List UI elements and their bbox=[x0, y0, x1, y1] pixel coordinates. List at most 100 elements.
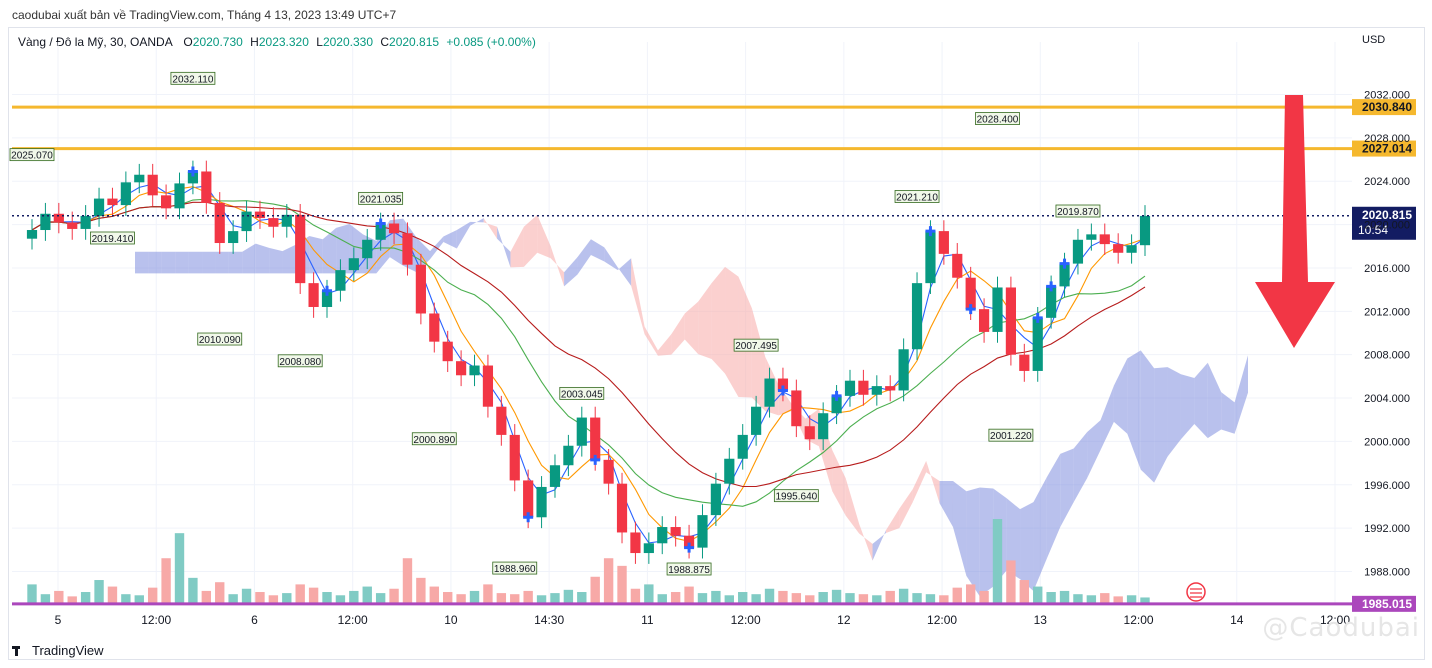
y-tick-label: 2024.000 bbox=[1364, 176, 1410, 188]
cloud-segment bbox=[939, 480, 953, 528]
volume-bar bbox=[1019, 580, 1030, 604]
cloud-segment bbox=[416, 237, 431, 273]
price-callout-box bbox=[666, 562, 712, 576]
signal-cross-marker bbox=[684, 542, 695, 553]
volume-bar bbox=[496, 593, 507, 604]
candle-body bbox=[214, 202, 225, 244]
volume-bar bbox=[657, 594, 667, 604]
cloud-segment bbox=[1033, 477, 1047, 591]
volume-bar bbox=[375, 593, 386, 604]
chart-frame[interactable] bbox=[8, 27, 1425, 660]
volume-bar bbox=[617, 565, 627, 604]
y-tick-label: 1996.000 bbox=[1364, 480, 1410, 492]
volume-bar bbox=[282, 593, 292, 604]
cloud-segment bbox=[738, 276, 752, 398]
cloud-segment bbox=[577, 239, 591, 275]
y-tick-label: 2000.000 bbox=[1364, 436, 1410, 448]
tradingview-brand[interactable]: TradingView bbox=[12, 643, 104, 658]
volume-bar bbox=[577, 592, 587, 604]
cloud-segment bbox=[899, 489, 913, 529]
volume-bar bbox=[872, 595, 882, 604]
x-tick-label: 5 bbox=[55, 613, 62, 627]
candle-body bbox=[161, 195, 172, 209]
cloud-segment bbox=[604, 247, 618, 271]
cloud-segment bbox=[725, 266, 739, 397]
price-callout-label: 2021.210 bbox=[896, 192, 938, 203]
price-callout-label: 2001.220 bbox=[990, 431, 1032, 442]
candle-body bbox=[616, 483, 628, 533]
candle-body bbox=[523, 480, 534, 518]
candle-body bbox=[80, 215, 91, 229]
candle-body bbox=[844, 380, 856, 396]
price-callout-label: 2028.400 bbox=[977, 115, 1019, 126]
candle-body bbox=[482, 365, 494, 407]
x-tick-label: 6 bbox=[251, 613, 258, 627]
cloud-segment bbox=[711, 266, 726, 374]
volume-bar bbox=[644, 584, 654, 604]
volume-bar bbox=[939, 595, 949, 604]
volume-bar bbox=[684, 586, 694, 604]
price-callout-box bbox=[773, 489, 819, 503]
price-callout-box bbox=[1055, 204, 1101, 218]
volume-bar bbox=[912, 593, 922, 604]
x-tick-label: 12 bbox=[837, 613, 851, 627]
cloud-segment bbox=[309, 235, 323, 274]
cloud-segment bbox=[832, 450, 846, 516]
candle-body bbox=[992, 287, 1003, 332]
candle-body bbox=[590, 417, 601, 460]
level-price-tag bbox=[1352, 140, 1416, 157]
candle-body bbox=[885, 386, 896, 391]
volume-bar bbox=[147, 587, 158, 604]
volume-bar bbox=[94, 580, 104, 604]
y-tick-label: 2020.000 bbox=[1364, 220, 1410, 232]
cloud-segment bbox=[282, 244, 296, 274]
cloud-segment bbox=[322, 227, 337, 274]
publication-info: caodubai xuất bản về TradingView.com, Th… bbox=[12, 8, 397, 22]
volume-bar bbox=[349, 590, 359, 604]
level-price-label: 2030.840 bbox=[1362, 100, 1412, 114]
candle-body bbox=[40, 213, 51, 231]
candle-body bbox=[402, 233, 413, 265]
x-tick-label: 13 bbox=[1034, 613, 1048, 627]
y-tick-label: 2012.000 bbox=[1364, 306, 1410, 318]
cloud-segment bbox=[979, 487, 994, 597]
cloud-segment bbox=[148, 251, 162, 274]
candle-body bbox=[1059, 263, 1070, 287]
candle-body bbox=[536, 486, 547, 518]
bar-countdown-label: 10:54 bbox=[1358, 223, 1388, 237]
volume-bar bbox=[724, 595, 734, 604]
cloud-segment bbox=[336, 224, 350, 274]
candle-body bbox=[965, 277, 976, 310]
volume-bar bbox=[201, 590, 212, 604]
x-tick-label: 12:00 bbox=[338, 613, 368, 627]
candle-body bbox=[791, 390, 802, 427]
close-value: 2020.815 bbox=[389, 35, 440, 49]
cloud-segment bbox=[1194, 362, 1208, 439]
cloud-segment bbox=[952, 480, 967, 576]
volume-bar bbox=[818, 592, 828, 604]
level-price-label: 1985.015 bbox=[1362, 597, 1412, 611]
signal-cross-marker bbox=[925, 226, 936, 237]
candle-body bbox=[375, 223, 386, 240]
volume-bar bbox=[27, 584, 37, 604]
level-price-label: 2027.014 bbox=[1362, 142, 1412, 156]
candle-body bbox=[469, 365, 480, 376]
volume-bar bbox=[1059, 590, 1070, 604]
candle-body bbox=[308, 283, 319, 307]
cloud-segment bbox=[443, 230, 457, 249]
cloud-segment bbox=[1113, 358, 1128, 434]
candle-body bbox=[938, 231, 949, 254]
y-tick-label: 2028.000 bbox=[1364, 133, 1410, 145]
change-value: +0.085 (+0.00%) bbox=[446, 35, 536, 49]
price-callout-box bbox=[975, 112, 1020, 125]
price-callout-label: 1988.875 bbox=[668, 565, 710, 576]
x-tick-label: 11 bbox=[641, 613, 654, 627]
candle-body bbox=[67, 222, 78, 229]
volume-bar bbox=[536, 595, 547, 604]
volume-bar bbox=[402, 558, 413, 604]
volume-bar bbox=[134, 595, 144, 604]
volume-bar bbox=[121, 594, 131, 604]
candle-body bbox=[1086, 234, 1097, 240]
price-callout-label: 2007.495 bbox=[735, 341, 777, 352]
